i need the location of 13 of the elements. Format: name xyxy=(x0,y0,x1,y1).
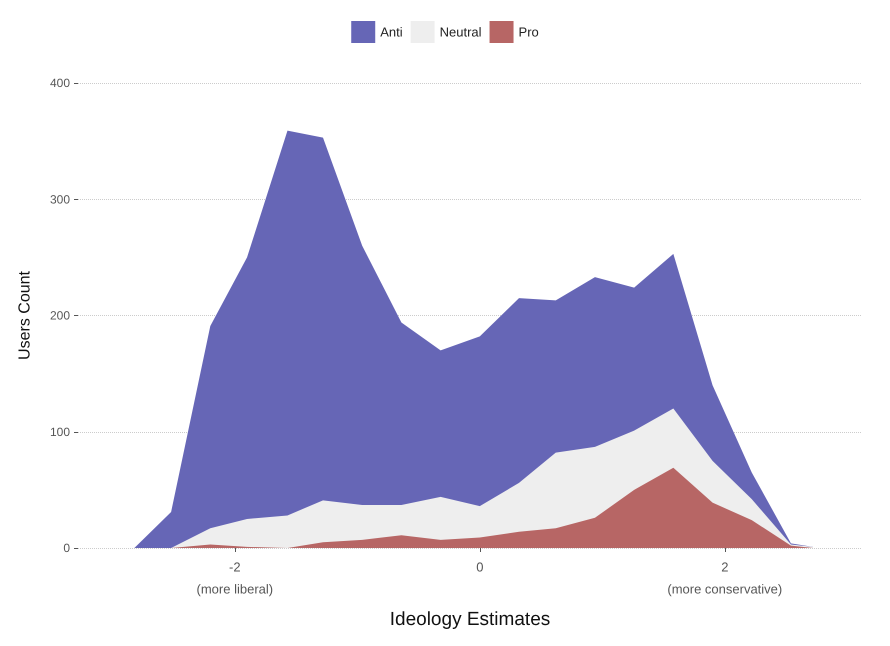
x-axis-title: Ideology Estimates xyxy=(390,609,550,630)
y-tick-label: 0 xyxy=(63,541,70,555)
y-axis-title: Users Count xyxy=(16,270,34,360)
y-tick-label: 300 xyxy=(50,192,70,206)
legend-label: Neutral xyxy=(440,24,482,40)
legend-label: Anti xyxy=(380,24,403,40)
x-tick-label: -2 (more liberal) xyxy=(196,560,274,596)
y-tick-label: 200 xyxy=(50,308,70,322)
y-tick-label: 100 xyxy=(50,424,70,439)
legend-label: Pro xyxy=(518,24,539,40)
x-tick-label: 2 (more conservative) xyxy=(667,560,782,596)
y-tick-label: 400 xyxy=(50,76,70,90)
x-tick-label: 0 xyxy=(476,560,484,574)
